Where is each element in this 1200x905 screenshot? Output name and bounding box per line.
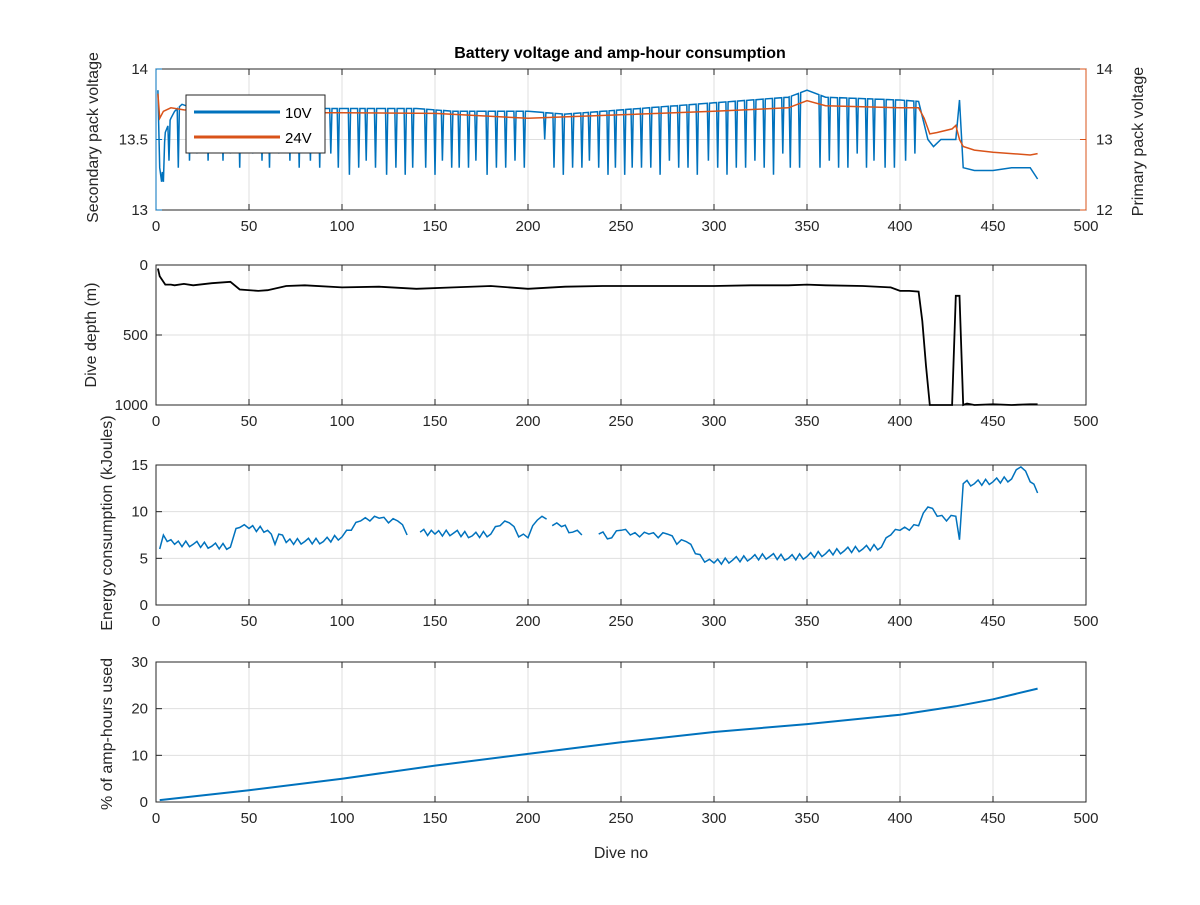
x-tick-label: 0 — [152, 413, 160, 430]
axes-energy: 0 50 100 150 200 250 300 350 400 450 500 0 5 10 15 — [131, 457, 1098, 630]
ylabel-energy: Energy consumption (kJoules) — [99, 415, 116, 630]
x-tick-label: 50 — [241, 218, 258, 235]
x-tick-label: 500 — [1073, 218, 1098, 235]
x-tick-label: 350 — [794, 413, 819, 430]
x-tick-label: 500 — [1073, 613, 1098, 630]
ylabel-secondary-voltage: Secondary pack voltage — [85, 52, 102, 223]
x-tick-label: 150 — [422, 413, 447, 430]
axes-amphours: 0 50 100 150 200 250 300 350 400 450 500 0 10 20 30 — [131, 654, 1098, 827]
legend-label-24v: 24V — [285, 130, 312, 147]
x-tick-label: 50 — [241, 613, 258, 630]
figure-title: Battery voltage and amp-hour consumption — [454, 45, 786, 62]
x-tick-label: 200 — [515, 413, 540, 430]
x-tick-label: 500 — [1073, 810, 1098, 827]
y-tick-label: 20 — [131, 701, 148, 718]
y-tick-label: 0 — [140, 257, 148, 274]
x-tick-label: 0 — [152, 810, 160, 827]
y-tick-label: 500 — [123, 327, 148, 344]
x-tick-label: 100 — [329, 218, 354, 235]
ylabel-primary-voltage: Primary pack voltage — [1130, 67, 1147, 216]
legend-box — [185, 94, 326, 154]
series-line-energy-seg-1 — [419, 515, 547, 540]
y-tick-label: 13 — [131, 202, 148, 219]
x-tick-label: 250 — [608, 218, 633, 235]
x-tick-label: 400 — [887, 413, 912, 430]
y-tick-label: 10 — [131, 747, 148, 764]
x-tick-label: 0 — [152, 613, 160, 630]
y-right-tick-label: 12 — [1096, 202, 1113, 219]
x-tick-label: 200 — [515, 613, 540, 630]
x-tick-label: 200 — [515, 810, 540, 827]
x-tick-label: 150 — [422, 218, 447, 235]
x-tick-label: 450 — [980, 218, 1005, 235]
x-tick-label: 150 — [422, 810, 447, 827]
series-line-energy-seg-3 — [598, 465, 1039, 566]
y-tick-label: 10 — [131, 504, 148, 521]
x-tick-label: 100 — [329, 613, 354, 630]
y-tick-label: 5 — [140, 550, 148, 567]
x-tick-label: 100 — [329, 413, 354, 430]
axes-voltage: 0 50 100 150 200 250 300 350 400 450 500 13 13.5 14 12… — [119, 61, 1113, 235]
x-tick-label: 300 — [701, 413, 726, 430]
x-tick-label: 50 — [241, 413, 258, 430]
legend-label-10v: 10V — [285, 105, 312, 122]
ylabel-dive-depth: Dive depth (m) — [83, 283, 100, 388]
y-tick-label: 13.5 — [119, 132, 148, 149]
ylabel-amphours: % of amp-hours used — [99, 658, 116, 810]
x-tick-label: 350 — [794, 613, 819, 630]
y-tick-label: 30 — [131, 654, 148, 671]
series-line-depth — [157, 268, 1038, 407]
x-tick-label: 0 — [152, 218, 160, 235]
y-right-tick-label: 13 — [1096, 132, 1113, 149]
x-tick-label: 250 — [608, 810, 633, 827]
x-tick-label: 150 — [422, 613, 447, 630]
x-tick-label: 100 — [329, 810, 354, 827]
y-tick-label: 15 — [131, 457, 148, 474]
xlabel-dive-no: Dive no — [594, 845, 648, 862]
x-tick-label: 400 — [887, 613, 912, 630]
axes-depth: 0 50 100 150 200 250 300 350 400 450 500 0 500 1000 — [115, 257, 1099, 430]
y-right-tick-label: 14 — [1096, 61, 1113, 78]
x-tick-label: 400 — [887, 810, 912, 827]
x-tick-label: 450 — [980, 413, 1005, 430]
series-line-energy-seg-2 — [551, 521, 583, 536]
x-tick-label: 350 — [794, 218, 819, 235]
x-tick-label: 300 — [701, 810, 726, 827]
x-tick-label: 50 — [241, 810, 258, 827]
x-tick-label: 250 — [608, 413, 633, 430]
x-tick-label: 500 — [1073, 413, 1098, 430]
x-tick-label: 450 — [980, 613, 1005, 630]
x-tick-label: 250 — [608, 613, 633, 630]
y-tick-label: 14 — [131, 61, 148, 78]
y-tick-label: 0 — [140, 794, 148, 811]
y-tick-label: 0 — [140, 597, 148, 614]
x-tick-label: 400 — [887, 218, 912, 235]
y-tick-label: 1000 — [115, 397, 148, 414]
x-tick-label: 300 — [701, 613, 726, 630]
x-tick-label: 200 — [515, 218, 540, 235]
x-tick-label: 450 — [980, 810, 1005, 827]
x-tick-label: 350 — [794, 810, 819, 827]
series-line-amphours — [159, 687, 1038, 802]
x-tick-label: 300 — [701, 218, 726, 235]
series-line-energy-seg-0 — [158, 515, 408, 551]
